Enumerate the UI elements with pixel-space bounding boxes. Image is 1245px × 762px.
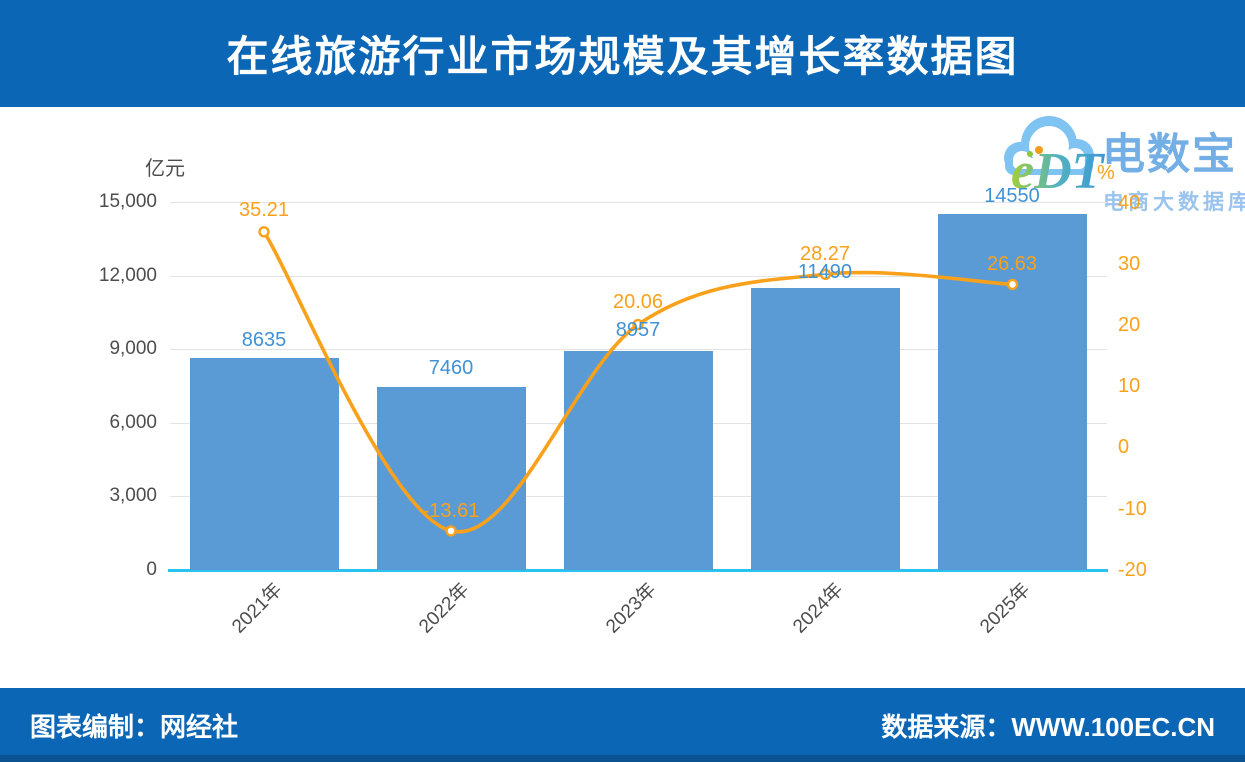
y-axis-right-tick: 40 — [1118, 192, 1141, 214]
y-axis-right-tick: -10 — [1118, 498, 1147, 520]
logo-edt-text: eDT — [1011, 143, 1106, 200]
footer-credit: 图表编制：网经社 — [30, 711, 239, 742]
x-axis-label: 2022年 — [414, 579, 474, 638]
y-axis-left-tick: 12,000 — [98, 265, 157, 286]
header-banner: 在线旅游行业市场规模及其增长率数据图 — [0, 0, 1245, 107]
svg-text:eDT: eDT — [1011, 143, 1106, 200]
y-axis-left-tick: 15,000 — [98, 191, 157, 212]
line-value-label: 28.27 — [799, 243, 851, 265]
y-axis-left-tick: 6,000 — [109, 412, 157, 433]
y-axis-right-tick: 0 — [1118, 436, 1130, 458]
y-axis-left-tick: 0 — [146, 559, 157, 580]
footer-bottom-edge — [0, 755, 1245, 762]
footer-source: 数据来源：WWW.100EC.CN — [881, 711, 1215, 742]
y-axis-left-tick: 3,000 — [109, 485, 157, 506]
y-axis-right-title: % — [1097, 162, 1115, 184]
line-value-label: -13.61 — [422, 500, 480, 522]
edt-logo: eDT 电数宝 电商大数据库 — [985, 110, 1245, 222]
bar-2023 — [564, 351, 713, 570]
line-value-label: 35.21 — [238, 199, 290, 221]
bar-2022 — [377, 387, 526, 570]
y-axis-left-title: 亿元 — [145, 158, 185, 180]
bar-value-label: 7460 — [428, 357, 474, 379]
y-axis-right-tick: 10 — [1118, 375, 1141, 397]
gridline — [170, 202, 1107, 203]
line-marker — [258, 226, 270, 238]
logo-subtitle: 电商大数据库 — [1103, 191, 1245, 214]
line-value-label: 26.63 — [986, 253, 1038, 275]
bar-value-label: 11490 — [797, 261, 853, 283]
x-axis-line — [168, 569, 1108, 572]
x-axis-label: 2023年 — [601, 579, 661, 638]
x-axis-label: 2024年 — [788, 579, 848, 638]
footer-banner: 图表编制：网经社 数据来源：WWW.100EC.CN — [0, 688, 1245, 762]
cloud-icon — [1004, 116, 1094, 175]
x-axis-label: 2025年 — [975, 579, 1035, 638]
y-axis-right-tick: 20 — [1118, 314, 1141, 336]
line-value-label: 20.06 — [612, 291, 664, 313]
bar-2024 — [751, 288, 900, 570]
logo-name: 电数宝 — [1102, 131, 1237, 179]
bar-2021 — [190, 358, 339, 570]
bar-value-label: 8957 — [615, 319, 661, 341]
y-axis-right-tick: -20 — [1118, 559, 1147, 581]
y-axis-right-tick: 30 — [1118, 253, 1141, 275]
bar-value-label: 14550 — [984, 185, 1040, 207]
x-axis-label: 2021年 — [227, 579, 287, 638]
page-title: 在线旅游行业市场规模及其增长率数据图 — [226, 33, 1019, 80]
bar-value-label: 8635 — [241, 329, 287, 351]
y-axis-left-tick: 9,000 — [109, 338, 157, 359]
